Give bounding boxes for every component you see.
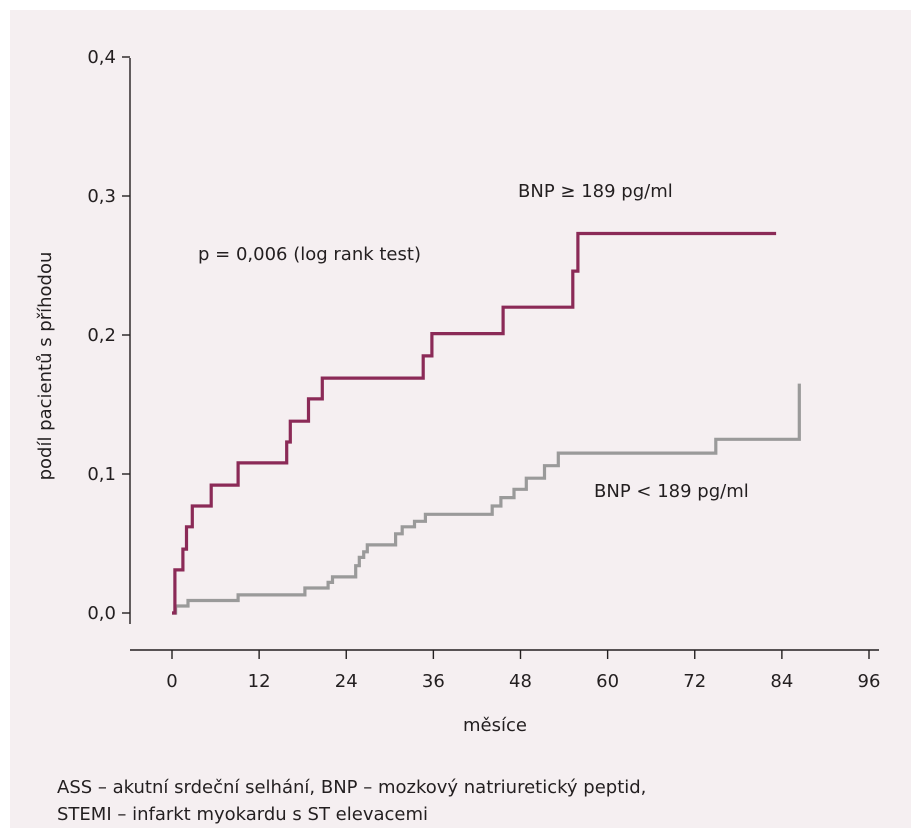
- y-axis-label: podíl pacientů s příhodou: [35, 252, 56, 481]
- annotation-bnp-high: BNP ≥ 189 pg/ml: [518, 181, 673, 202]
- x-tick-label: 36: [422, 671, 445, 692]
- x-tick-label: 24: [335, 671, 358, 692]
- series-line-bnp-low: [172, 383, 801, 615]
- x-tick-label: 96: [858, 671, 881, 692]
- caption-line: STEMI – infarkt myokardu s ST elevacemi: [57, 804, 429, 825]
- x-tick-label: 0: [166, 671, 177, 692]
- x-tick-label: 84: [770, 671, 793, 692]
- x-axis-label: měsíce: [463, 715, 527, 736]
- x-tick-label: 72: [683, 671, 706, 692]
- annotation-pvalue: p = 0,006 (log rank test): [198, 244, 421, 265]
- axes: [129, 58, 879, 651]
- y-tick-label: 0,3: [87, 186, 116, 207]
- figure-panel: 0,0 0,1 0,2 0,3 0,4 0 12 24 36 48 60 72 84 96 podíl …: [10, 10, 911, 828]
- x-tick-label: 60: [596, 671, 619, 692]
- km-chart: 0,0 0,1 0,2 0,3 0,4 0 12 24 36 48 60 72 84 96 podíl …: [35, 47, 880, 736]
- series-line-bnp-high: [172, 231, 777, 615]
- y-tick-label: 0,4: [87, 47, 116, 68]
- y-tick-label: 0,0: [87, 603, 116, 624]
- x-tick-label: 12: [248, 671, 271, 692]
- y-tick-label: 0,1: [87, 464, 116, 485]
- figure-caption: ASS – akutní srdeční selhání, BNP – mozk…: [57, 774, 646, 828]
- y-ticks: 0,0 0,1 0,2 0,3 0,4: [87, 47, 130, 624]
- series-lines: [172, 231, 801, 615]
- x-ticks: 0 12 24 36 48 60 72 84 96: [166, 650, 880, 692]
- x-tick-label: 48: [509, 671, 532, 692]
- caption-line: ASS – akutní srdeční selhání, BNP – mozk…: [57, 777, 647, 798]
- y-tick-label: 0,2: [87, 325, 116, 346]
- annotation-bnp-low: BNP < 189 pg/ml: [594, 481, 749, 502]
